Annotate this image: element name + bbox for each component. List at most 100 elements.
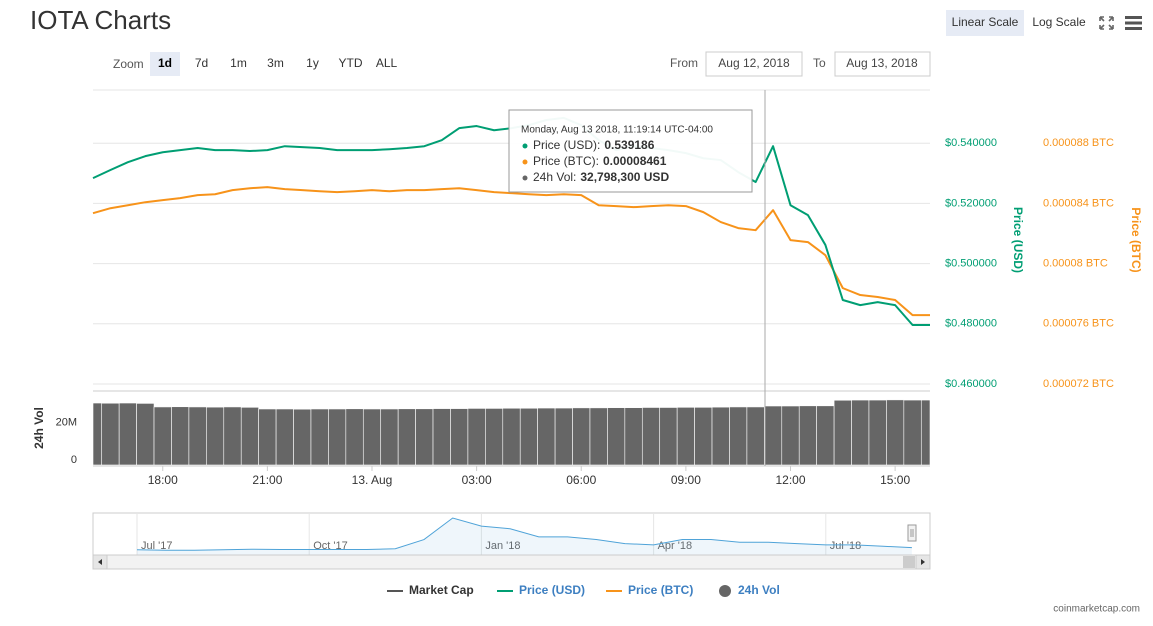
y2-tick-label: 0.000072 BTC [1043, 378, 1114, 390]
tooltip-item: 24h Vol: 32,798,300 USD [533, 170, 669, 184]
zoom-button-label: YTD [339, 56, 363, 70]
zoom-button[interactable] [297, 52, 328, 76]
volume-bar [572, 407, 591, 466]
y2-tick-label: 0.000088 BTC [1043, 137, 1114, 149]
x-tick-label: 12:00 [775, 473, 805, 487]
zoom-button-label: 1m [230, 56, 247, 70]
volume-bar [641, 407, 661, 466]
credit[interactable]: coinmarketcap.com [1053, 604, 1140, 615]
x-tick-label: 13. Aug [352, 473, 393, 487]
navigator-tick-label: Jul '17 [141, 540, 172, 552]
volume-bar [554, 407, 573, 466]
zoom-button[interactable] [371, 52, 402, 76]
navigator-tick-label: Oct '17 [313, 540, 348, 552]
zoom-button-label: 1d [158, 56, 172, 70]
tooltip-item: Price (USD): 0.539186 [533, 138, 655, 152]
zoom-button[interactable] [150, 52, 180, 76]
x-tick-label: 15:00 [880, 473, 910, 487]
from-input[interactable] [705, 51, 803, 77]
volume-bar [607, 407, 626, 466]
zoom-buttons: 1d 7d 1m 3m 1y YTD ALL [150, 52, 402, 76]
navigator-tick-label: Jan '18 [485, 540, 520, 552]
tooltip-title: Monday, Aug 13 2018, 11:19:14 UTC-04:00 [521, 125, 713, 136]
x-tick-label: 21:00 [252, 473, 282, 487]
tooltip-item: Price (BTC): 0.00008461 [533, 154, 667, 168]
legend-label[interactable]: Price (USD) [519, 583, 585, 597]
legend: Market Cap Price (USD) Price (BTC) 24h Vol [387, 583, 780, 597]
volume-bar [798, 405, 817, 466]
volume-bar [380, 408, 399, 466]
volume-bar [676, 407, 695, 466]
to-date: Aug 13, 2018 [846, 56, 918, 70]
zoom-button-label: 1y [306, 56, 319, 70]
y-axis-title: Price (USD) [1011, 207, 1025, 273]
x-tick-label: 18:00 [148, 473, 178, 487]
tooltip-box [508, 109, 753, 193]
y-tick-label: $0.480000 [945, 318, 997, 330]
navigator-area [137, 518, 912, 555]
scrollbar-thumb[interactable] [903, 556, 915, 568]
volume-bar [328, 408, 347, 466]
volume-bar [886, 399, 905, 466]
volume-bar [258, 408, 277, 466]
zoom-button[interactable] [223, 52, 254, 76]
volume-bar [450, 408, 469, 466]
navigator-line [136, 517, 912, 551]
volume-bar [118, 402, 137, 466]
tooltip-value: 32,798,300 USD [580, 170, 669, 184]
y2-axis-title: Price (BTC) [1129, 207, 1143, 272]
tooltip-value: 0.539186 [604, 138, 654, 152]
from-label: From [670, 56, 698, 70]
zoom-button[interactable] [260, 52, 291, 76]
zoom-label: Zoom [113, 57, 144, 71]
fullscreen-icon[interactable] [1099, 16, 1114, 30]
volume-bar [293, 408, 312, 466]
scrollbar-track [92, 554, 931, 570]
volume-bar [711, 406, 730, 466]
tooltip-bullet [522, 159, 528, 165]
legend-label[interactable]: 24h Vol [738, 583, 780, 597]
volume-bar [92, 402, 103, 466]
volume-tick-label: 20M [56, 417, 77, 429]
volume-tick-label: 0 [71, 454, 77, 466]
volume-bar [833, 399, 852, 466]
tooltip-value: 0.00008461 [603, 154, 667, 168]
volume-bar [188, 406, 207, 466]
volume-bar [415, 408, 434, 466]
x-tick-label: 03:00 [462, 473, 492, 487]
x-tick-label: 06:00 [566, 473, 596, 487]
y-tick-label: $0.520000 [945, 197, 997, 209]
volume-bar [171, 406, 190, 466]
volume-bar [345, 408, 364, 466]
tooltip: Monday, Aug 13 2018, 11:19:14 UTC-04:00 … [508, 109, 753, 193]
legend-label[interactable]: Market Cap [409, 583, 474, 597]
zoom-button[interactable] [186, 52, 217, 76]
menu-bar [1125, 27, 1142, 30]
volume-bar [764, 405, 783, 466]
volume-bar [659, 407, 678, 466]
tooltip-label: 24h Vol: [533, 170, 576, 184]
volume-bar [746, 406, 765, 466]
navigator-handle[interactable] [907, 524, 917, 542]
navigator-handle-grip [910, 529, 914, 537]
menu-icon[interactable] [1125, 16, 1142, 30]
zoom-button-label: 7d [195, 56, 208, 70]
volume-bar [275, 408, 294, 466]
volume-bar [206, 406, 225, 466]
volume-bar [781, 405, 800, 466]
zoom-button[interactable] [334, 52, 367, 76]
volume-bar [537, 407, 556, 466]
scale-button[interactable] [1026, 10, 1092, 36]
tooltip-label: Price (BTC): [533, 154, 599, 168]
to-input[interactable] [834, 51, 931, 77]
legend-label[interactable]: Price (BTC) [628, 583, 693, 597]
volume-bar [467, 408, 486, 466]
fullscreen-glyph [1099, 16, 1114, 30]
menu-bar [1125, 21, 1142, 25]
volume-bar [903, 399, 922, 466]
scale-button[interactable] [946, 10, 1024, 36]
volume-bar [397, 408, 416, 466]
zoom-button-label: 3m [267, 56, 284, 70]
